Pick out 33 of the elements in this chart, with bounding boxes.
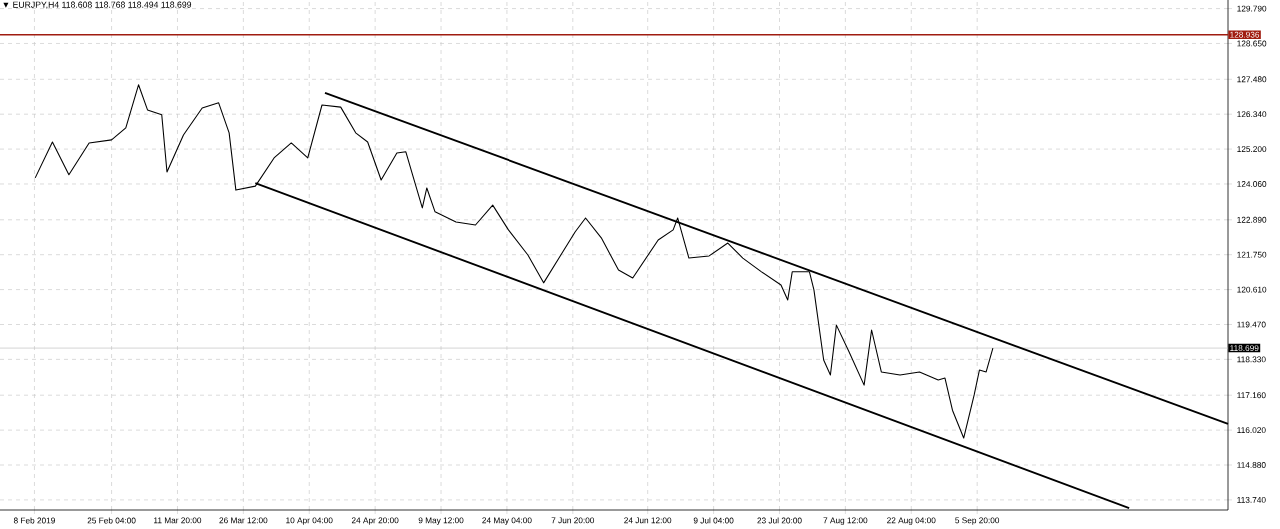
x-tick-label: 24 May 04:00 [482,517,532,525]
x-tick-label: 7 Jun 20:00 [551,517,595,524]
y-tick-label: 122.890 [1237,216,1267,223]
y-tick-label: 118.330 [1237,356,1266,363]
y-tick-label: 127.480 [1237,76,1267,83]
y-tick-label: 121.750 [1237,251,1267,258]
ref-line-label: 118.699 [1230,345,1259,352]
x-tick-label: 9 May 12:00 [418,517,464,525]
x-tick-label: 9 Jul 04:00 [693,517,734,524]
y-tick-label: 129.790 [1237,5,1267,12]
y-tick-label: 124.060 [1237,181,1267,187]
x-tick-label: 11 Mar 20:00 [154,517,202,524]
y-tick-label: 120.610 [1237,286,1267,293]
ref-line-label: 128.936 [1230,31,1260,38]
x-tick-label: 22 Aug 04:00 [887,517,936,525]
y-tick-label: 114.880 [1237,462,1266,468]
y-tick-label: 113.740 [1237,496,1266,503]
x-tick-label: 24 Apr 20:00 [351,517,399,525]
x-tick-label: 8 Feb 2019 [13,517,55,524]
y-tick-label: 125.200 [1237,146,1267,153]
y-tick-label: 126.340 [1237,111,1267,118]
y-tick-label: 128.650 [1237,40,1267,47]
x-tick-label: 26 Mar 12:00 [219,517,268,524]
x-tick-label: 24 Jun 12:00 [624,517,672,524]
y-tick-label: 116.020 [1237,427,1266,434]
x-tick-label: 5 Sep 20:00 [955,517,1000,525]
x-tick-label: 25 Feb 04:00 [87,517,136,524]
y-tick-label: 117.160 [1237,392,1266,399]
x-tick-label: 7 Aug 12:00 [823,517,868,525]
chart-title: ▼ EURJPY,H4 118.608 118.768 118.494 118.699 [3,1,192,9]
x-tick-label: 10 Apr 04:00 [286,517,333,525]
x-tick-label: 23 Jul 20:00 [757,517,802,524]
y-tick-label: 119.470 [1237,321,1266,328]
